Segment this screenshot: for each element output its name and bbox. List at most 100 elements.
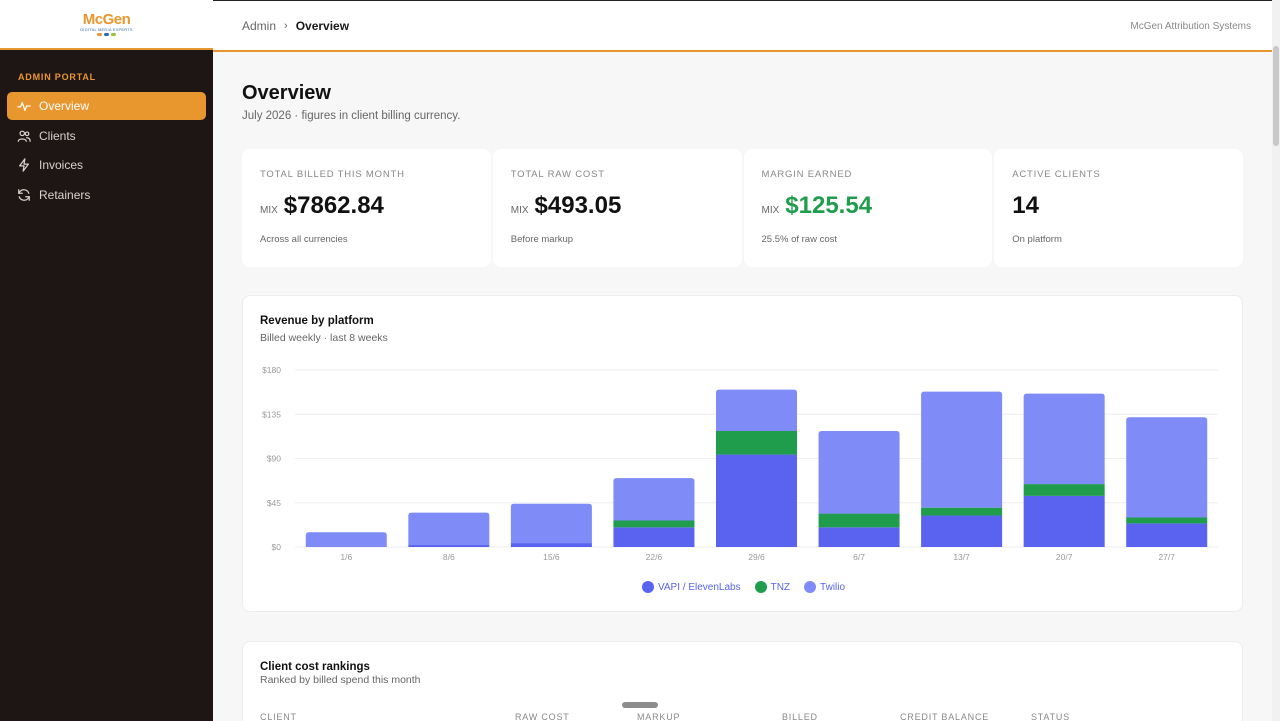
kpi-note: Before markup [510, 234, 574, 245]
legend-label: Twilio [820, 581, 846, 593]
kpi-card-total-billed: TOTAL BILLED THIS MONTH MIX $7862.84 Acr… [242, 149, 491, 267]
sidebar-item-clients[interactable]: Clients [7, 122, 206, 150]
kpi-currency: MIX [260, 205, 278, 216]
sidebar: McGen DIGITAL MEDIA EXPERTS ADMIN PORTAL… [0, 0, 213, 721]
y-tick-label: $45 [267, 498, 281, 508]
bar-segment [818, 527, 900, 547]
legend-item[interactable]: VAPI / ElevenLabs [641, 581, 741, 593]
x-tick-label: 8/6 [443, 552, 455, 562]
bar-segment [613, 520, 695, 528]
sidebar-item-overview[interactable]: Overview [7, 92, 206, 120]
breadcrumb-admin[interactable]: Admin [242, 19, 277, 33]
logo-text: McGen [82, 10, 131, 28]
bar-segment [613, 527, 695, 547]
sidebar-section-label: ADMIN PORTAL [18, 72, 96, 82]
y-tick-label: $90 [267, 454, 281, 464]
chart-card-subtitle: Billed weekly · last 8 weeks [260, 332, 388, 344]
logo-tagline: DIGITAL MEDIA EXPERTS [80, 26, 133, 32]
rankings-subtitle: Ranked by billed spend this month [260, 674, 421, 686]
kpi-note: Across all currencies [260, 234, 348, 245]
x-tick-label: 29/6 [748, 552, 765, 562]
horizontal-scroll-handle[interactable] [622, 702, 658, 708]
bar-segment [715, 389, 798, 431]
column-header-billed[interactable]: BILLED [782, 712, 818, 721]
top-bar: Admin › Overview McGen Attribution Syste… [213, 0, 1272, 52]
bar-segment [921, 515, 1003, 547]
x-tick-label: 1/6 [340, 552, 352, 562]
breadcrumb-current: Overview [295, 19, 350, 33]
sidebar-item-label: Invoices [39, 158, 84, 172]
legend-item[interactable]: Twilio [804, 581, 845, 593]
column-header-client[interactable]: CLIENT [260, 712, 297, 721]
main-content: Overview July 2026 · figures in client b… [213, 52, 1272, 721]
chart-card-title: Revenue by platform [260, 315, 374, 327]
legend-swatch [804, 581, 817, 593]
chart-legend: VAPI / ElevenLabs TNZ Twilio [243, 581, 1244, 593]
bar-segment [510, 503, 592, 544]
org-name: McGen Attribution Systems [1130, 21, 1251, 32]
bar-segment [1126, 517, 1208, 524]
sidebar-item-label: Overview [39, 99, 90, 113]
sidebar-nav: Overview Clients Invoices Retainers [7, 92, 206, 210]
chevron-right-icon: › [284, 20, 288, 32]
x-tick-label: 6/7 [853, 552, 865, 562]
kpi-card-margin: MARGIN EARNED MIX $125.54 25.5% of raw c… [743, 149, 993, 267]
vertical-scrollbar[interactable] [1272, 0, 1280, 721]
legend-swatch [754, 581, 767, 593]
y-tick-label: $180 [262, 365, 281, 375]
revenue-chart-card: $0 $45 $90 $135 $180 1/6 8/6 15/6 22/6 29/6 6/7 13/… [242, 295, 1243, 612]
scrollbar-thumb[interactable] [1273, 46, 1279, 146]
bar-segment [1023, 495, 1105, 547]
bar-segment [818, 430, 900, 514]
bar-segment [613, 478, 695, 521]
bar-segment [715, 454, 798, 547]
breadcrumb: Admin › Overview [242, 19, 349, 33]
column-header-credit-balance[interactable]: CREDIT BALANCE [900, 712, 990, 721]
kpi-note: On platform [1012, 234, 1062, 245]
kpi-value: $125.54 [785, 192, 873, 219]
kpi-row: TOTAL BILLED THIS MONTH MIX $7862.84 Acr… [242, 149, 1243, 267]
bar-segment [510, 543, 592, 547]
legend-label: TNZ [770, 581, 791, 593]
bar-segment [921, 507, 1003, 516]
bar-segment [921, 391, 1003, 508]
kpi-value: $7862.84 [283, 192, 384, 219]
page-subtitle: July 2026 · figures in client billing cu… [242, 110, 461, 122]
column-header-raw-cost[interactable]: RAW COST [515, 712, 570, 721]
users-icon [17, 129, 31, 143]
kpi-label: ACTIVE CLIENTS [1012, 169, 1101, 180]
kpi-value: $493.05 [534, 192, 622, 219]
x-tick-label: 20/7 [1056, 552, 1073, 562]
bar-segment [818, 513, 900, 528]
refresh-icon [17, 188, 31, 202]
x-tick-label: 15/6 [543, 552, 560, 562]
kpi-currency: MIX [761, 205, 780, 216]
client-rankings-card: Client cost rankings Ranked by billed sp… [242, 641, 1243, 721]
activity-icon [17, 99, 31, 113]
bar-segment [408, 545, 490, 547]
rankings-title: Client cost rankings [260, 661, 370, 673]
kpi-label: TOTAL RAW COST [510, 169, 605, 180]
bar-segment [1126, 417, 1208, 518]
x-tick-label: 27/7 [1158, 552, 1175, 562]
bar-segment [1023, 484, 1105, 496]
column-header-status[interactable]: STATUS [1031, 712, 1070, 721]
legend-item[interactable]: TNZ [754, 581, 791, 593]
sidebar-item-retainers[interactable]: Retainers [7, 181, 206, 209]
page-title: Overview [242, 82, 331, 104]
column-header-markup[interactable]: MARKUP [637, 712, 681, 721]
bar-segment [305, 532, 387, 547]
x-tick-label: 13/7 [953, 552, 970, 562]
sidebar-item-invoices[interactable]: Invoices [7, 151, 206, 179]
legend-label: VAPI / ElevenLabs [657, 581, 741, 593]
kpi-value: 14 [1012, 192, 1039, 219]
y-tick-label: $0 [272, 542, 282, 552]
legend-swatch [641, 581, 654, 593]
lightning-icon [17, 158, 31, 172]
kpi-label: MARGIN EARNED [761, 169, 853, 180]
bar-segment [408, 512, 490, 546]
kpi-label: TOTAL BILLED THIS MONTH [260, 169, 405, 180]
bar-segment [1023, 393, 1105, 485]
logo[interactable]: McGen DIGITAL MEDIA EXPERTS [0, 0, 213, 50]
x-tick-label: 22/6 [646, 552, 663, 562]
